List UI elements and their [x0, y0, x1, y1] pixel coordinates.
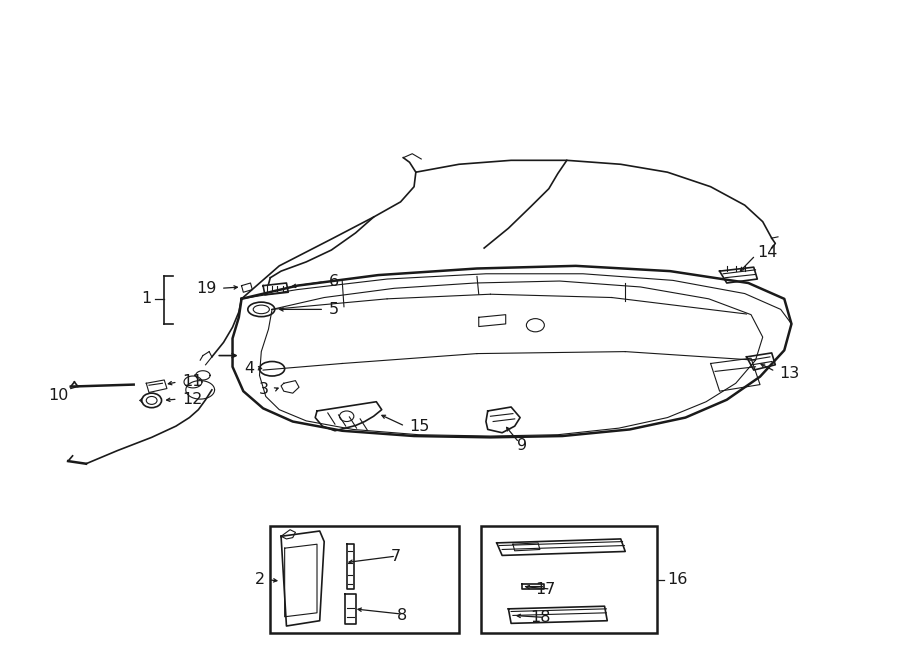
Text: 16: 16: [668, 572, 688, 588]
Text: 13: 13: [778, 366, 799, 381]
Text: 2: 2: [255, 572, 265, 588]
Text: 12: 12: [182, 391, 202, 407]
Text: 18: 18: [530, 610, 551, 625]
Text: 11: 11: [182, 374, 202, 389]
Text: 9: 9: [518, 438, 527, 453]
Bar: [270, 525, 459, 633]
Text: 15: 15: [410, 418, 430, 434]
Text: 1: 1: [141, 292, 151, 306]
Bar: [482, 525, 657, 633]
Text: 6: 6: [328, 274, 338, 290]
Text: 8: 8: [397, 608, 407, 623]
Text: 19: 19: [196, 281, 216, 295]
Text: 14: 14: [757, 245, 778, 260]
Text: 10: 10: [49, 387, 69, 403]
Text: 5: 5: [328, 302, 338, 317]
Text: 17: 17: [536, 582, 556, 597]
Text: 4: 4: [244, 361, 254, 375]
Text: 3: 3: [258, 382, 268, 397]
Text: 7: 7: [391, 549, 401, 564]
